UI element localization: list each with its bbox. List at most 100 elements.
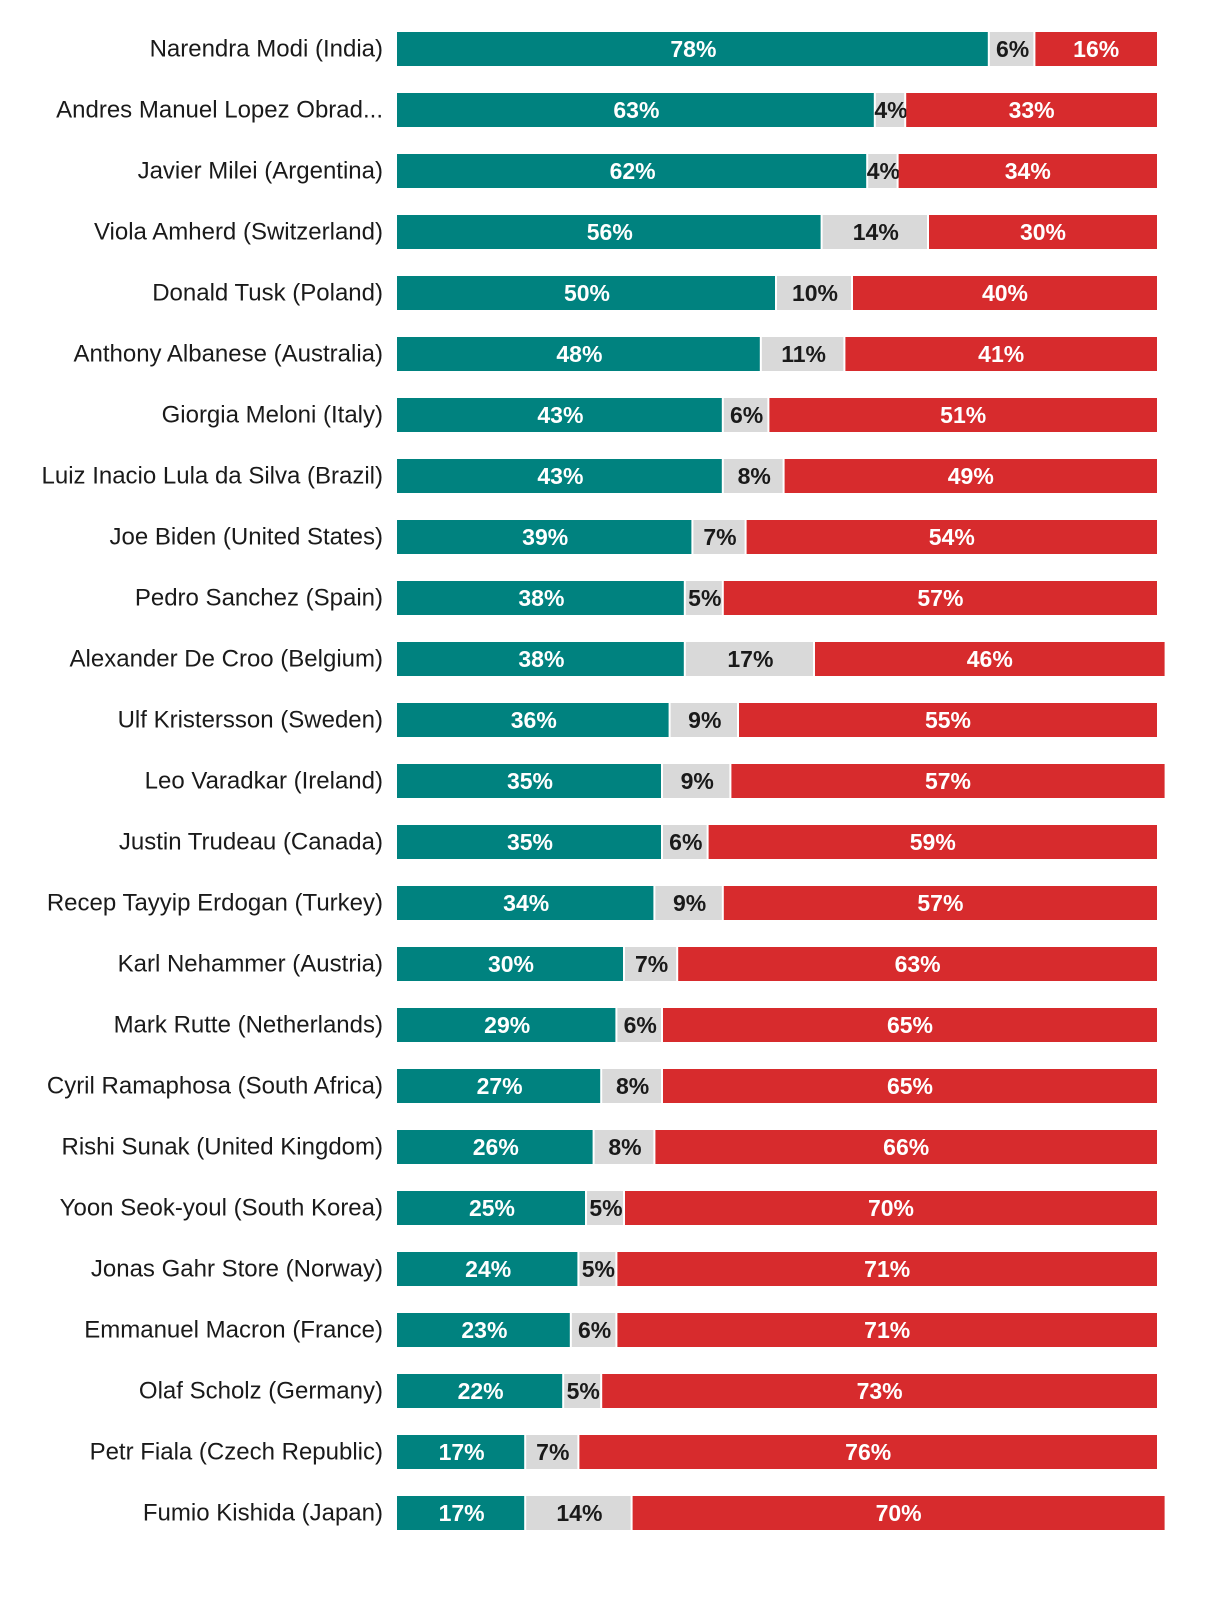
bar-row: Javier Milei (Argentina) 62% 4% 34% <box>138 154 1157 188</box>
category-label: Narendra Modi (India) <box>150 36 383 63</box>
bar-row: Karl Nehammer (Austria) 30% 7% 63% <box>118 947 1157 981</box>
data-label-disapprove: 66% <box>883 1134 929 1160</box>
data-label-unsure: 10% <box>792 280 838 306</box>
bar-segment-disapprove <box>708 825 1157 859</box>
bar-segment-approve <box>397 459 722 493</box>
bar-segment-disapprove <box>617 1252 1157 1286</box>
data-label-unsure: 17% <box>727 646 773 672</box>
category-label: Andres Manuel Lopez Obrad... <box>56 97 383 124</box>
bar-segment-disapprove <box>1035 32 1157 66</box>
bar-row: Viola Amherd (Switzerland) 56% 14% 30% <box>94 215 1157 249</box>
bar-segment-unsure <box>777 276 851 310</box>
data-label-approve: 50% <box>564 280 610 306</box>
bar-segment-approve <box>397 215 821 249</box>
bar-segment-unsure <box>989 32 1034 66</box>
bar-row: Yoon Seok-youl (South Korea) 25% 5% 70% <box>60 1191 1157 1225</box>
bar-segment-disapprove <box>632 1496 1165 1530</box>
data-label-disapprove: 65% <box>887 1073 933 1099</box>
data-label-disapprove: 34% <box>1005 158 1051 184</box>
data-label-unsure: 14% <box>853 219 899 245</box>
data-label-disapprove: 46% <box>967 646 1013 672</box>
data-label-unsure: 6% <box>578 1317 611 1343</box>
bar-segment-approve <box>397 947 623 981</box>
data-label-disapprove: 41% <box>978 341 1024 367</box>
bar-segment-unsure <box>723 398 768 432</box>
data-label-unsure: 5% <box>688 585 721 611</box>
bar-segment-unsure <box>594 1130 654 1164</box>
bar-segment-disapprove <box>579 1435 1157 1469</box>
data-label-approve: 17% <box>439 1439 485 1465</box>
bar-segment-unsure <box>663 825 707 859</box>
bar-segment-unsure <box>875 93 905 127</box>
data-label-unsure: 8% <box>738 463 771 489</box>
data-label-approve: 22% <box>458 1378 504 1404</box>
category-label: Viola Amherd (Switzerland) <box>94 219 383 246</box>
data-label-disapprove: 49% <box>948 463 994 489</box>
bar-row: Mark Rutte (Netherlands) 29% 6% 65% <box>114 1008 1157 1042</box>
data-label-approve: 34% <box>503 890 549 916</box>
data-label-unsure: 4% <box>874 97 907 123</box>
bar-row: Luiz Inacio Lula da Silva (Brazil) 43% 8% 4… <box>42 459 1157 493</box>
bar-row: Giorgia Meloni (Italy) 43% 6% 51% <box>162 398 1157 432</box>
bar-segment-approve <box>397 1008 616 1042</box>
bar-row: Donald Tusk (Poland) 50% 10% 40% <box>152 276 1157 310</box>
bar-segment-unsure <box>625 947 677 981</box>
bar-segment-unsure <box>822 215 927 249</box>
bar-segment-disapprove <box>625 1191 1157 1225</box>
category-label: Recep Tayyip Erdogan (Turkey) <box>47 890 383 917</box>
bar-row: Petr Fiala (Czech Republic) 17% 7% 76% <box>90 1435 1157 1469</box>
data-label-disapprove: 57% <box>925 768 971 794</box>
data-label-disapprove: 71% <box>864 1317 910 1343</box>
bar-segment-disapprove <box>815 642 1165 676</box>
bar-segment-approve <box>397 764 661 798</box>
bar-segment-disapprove <box>853 276 1157 310</box>
bar-segment-disapprove <box>746 520 1157 554</box>
data-label-approve: 78% <box>670 36 716 62</box>
category-label: Joe Biden (United States) <box>110 524 383 551</box>
bar-segment-unsure <box>602 1069 661 1103</box>
bar-segment-unsure <box>617 1008 661 1042</box>
data-label-unsure: 14% <box>556 1500 602 1526</box>
category-label: Olaf Scholz (Germany) <box>139 1378 383 1405</box>
data-label-unsure: 9% <box>673 890 706 916</box>
bar-segment-approve <box>397 1191 585 1225</box>
category-label: Mark Rutte (Netherlands) <box>114 1012 383 1039</box>
bar-segment-unsure <box>564 1374 601 1408</box>
bar-segment-approve <box>397 93 874 127</box>
data-label-disapprove: 16% <box>1073 36 1119 62</box>
bar-segment-approve <box>397 1252 578 1286</box>
bar-segment-disapprove <box>655 1130 1157 1164</box>
data-label-approve: 35% <box>507 768 553 794</box>
bar-segment-disapprove <box>784 459 1157 493</box>
bar-segment-approve <box>397 1496 525 1530</box>
data-label-disapprove: 59% <box>910 829 956 855</box>
category-label: Jonas Gahr Store (Norway) <box>91 1256 383 1283</box>
data-label-disapprove: 65% <box>887 1012 933 1038</box>
data-label-disapprove: 63% <box>895 951 941 977</box>
data-label-disapprove: 57% <box>917 890 963 916</box>
bar-segment-unsure <box>693 520 745 554</box>
data-label-approve: 23% <box>461 1317 507 1343</box>
bar-row: Olaf Scholz (Germany) 22% 5% 73% <box>139 1374 1157 1408</box>
category-label: Donald Tusk (Poland) <box>152 280 383 307</box>
bar-segment-disapprove <box>929 215 1157 249</box>
data-label-unsure: 7% <box>703 524 736 550</box>
data-label-unsure: 6% <box>730 402 763 428</box>
bar-segment-approve <box>397 1374 563 1408</box>
bar-segment-unsure <box>685 642 813 676</box>
data-label-unsure: 7% <box>635 951 668 977</box>
category-label: Pedro Sanchez (Spain) <box>135 585 383 612</box>
data-label-approve: 29% <box>484 1012 530 1038</box>
bar-segment-approve <box>397 32 988 66</box>
data-label-disapprove: 70% <box>876 1500 922 1526</box>
bar-row: Pedro Sanchez (Spain) 38% 5% 57% <box>135 581 1157 615</box>
bar-row: Andres Manuel Lopez Obrad... 63% 4% 33% <box>56 93 1157 127</box>
bar-segment-approve <box>397 1130 593 1164</box>
bar-row: Emmanuel Macron (France) 23% 6% 71% <box>84 1313 1157 1347</box>
data-label-approve: 30% <box>488 951 534 977</box>
data-label-approve: 43% <box>537 402 583 428</box>
bar-segment-disapprove <box>769 398 1157 432</box>
data-label-approve: 17% <box>439 1500 485 1526</box>
bar-segment-unsure <box>685 581 722 615</box>
